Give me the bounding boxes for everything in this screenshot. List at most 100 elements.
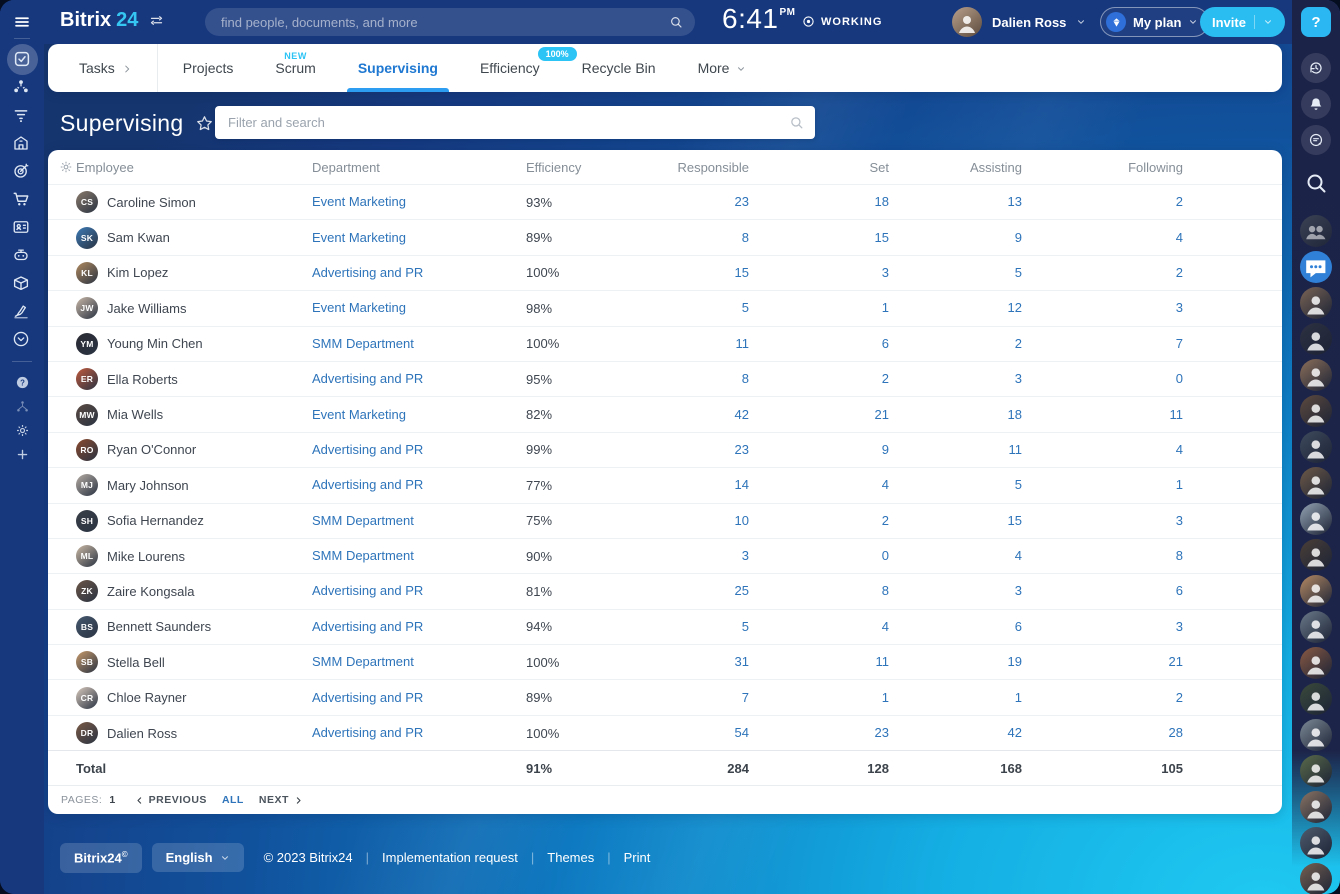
assisting-count-link[interactable]: 12 (1007, 300, 1022, 316)
set-count-link[interactable]: 4 (881, 618, 889, 634)
department-link[interactable]: Advertising and PR (312, 477, 424, 493)
all-pages-button[interactable]: ALL (221, 794, 244, 807)
user-avatar[interactable] (1300, 503, 1332, 535)
sidebar-item-collaboration[interactable] (7, 73, 35, 101)
user-avatar[interactable] (1300, 323, 1332, 355)
department-link[interactable]: Advertising and PR (312, 441, 424, 457)
department-link[interactable]: Advertising and PR (312, 725, 424, 741)
set-count-link[interactable]: 1 (881, 689, 889, 705)
set-count-link[interactable]: 0 (881, 548, 889, 564)
responsible-count-link[interactable]: 11 (735, 335, 750, 351)
responsible-count-link[interactable]: 7 (741, 689, 749, 705)
table-row[interactable]: SK Sam Kwan Event Marketing 89% 8 15 9 4 (48, 219, 1282, 254)
table-row[interactable]: JW Jake Williams Event Marketing 98% 5 1 12 3 (48, 290, 1282, 325)
menu-hamburger-icon[interactable] (13, 13, 31, 31)
department-link[interactable]: Event Marketing (312, 300, 406, 316)
following-count-link[interactable]: 4 (1175, 229, 1183, 245)
table-row[interactable]: RO Ryan O'Connor Advertising and PR 99% 23 9 1… (48, 431, 1282, 467)
header-department[interactable]: Department (312, 159, 380, 175)
user-avatar[interactable] (1300, 611, 1332, 643)
themes-link[interactable]: Themes (547, 850, 595, 866)
set-count-link[interactable]: 8 (881, 583, 889, 599)
assisting-count-link[interactable]: 6 (1014, 618, 1022, 634)
following-count-link[interactable]: 3 (1175, 300, 1183, 316)
user-avatar[interactable] (1300, 827, 1332, 859)
following-count-link[interactable]: 28 (1168, 725, 1183, 741)
set-count-link[interactable]: 15 (874, 229, 889, 245)
responsible-count-link[interactable]: 5 (741, 618, 749, 634)
assisting-count-link[interactable]: 5 (1014, 264, 1022, 280)
responsible-count-link[interactable]: 31 (734, 654, 749, 670)
user-avatar[interactable] (1300, 359, 1332, 391)
responsible-count-link[interactable]: 5 (741, 300, 749, 316)
following-count-link[interactable]: 2 (1175, 264, 1183, 280)
assisting-count-link[interactable]: 2 (1014, 335, 1022, 351)
header-following[interactable]: Following (1128, 159, 1183, 175)
sidebar-item-automation[interactable] (7, 241, 35, 269)
sidebar-item-crm[interactable] (7, 101, 35, 129)
assisting-count-link[interactable]: 19 (1007, 654, 1022, 670)
group-chat-avatar[interactable] (1300, 215, 1332, 247)
user-menu[interactable]: Dalien Ross (952, 7, 1086, 37)
current-page[interactable]: 1 (109, 794, 116, 807)
table-row[interactable]: KL Kim Lopez Advertising and PR 100% 15 3 5 2 (48, 254, 1282, 290)
set-count-link[interactable]: 21 (874, 406, 889, 422)
set-count-link[interactable]: 11 (875, 654, 890, 670)
sidebar-item-settings[interactable] (10, 418, 34, 442)
set-count-link[interactable]: 6 (881, 335, 889, 351)
table-row[interactable]: YM Young Min Chen SMM Department 100% 11 6 2 7 (48, 325, 1282, 361)
responsible-count-link[interactable]: 10 (734, 512, 749, 528)
sidebar-item-inventory[interactable] (7, 269, 35, 297)
sidebar-item-add[interactable] (10, 442, 34, 466)
table-row[interactable]: ER Ella Roberts Advertising and PR 95% 8 2 3 0 (48, 360, 1282, 396)
filter-search-input[interactable] (215, 106, 815, 139)
tab-tasks[interactable]: Tasks (58, 44, 153, 92)
following-count-link[interactable]: 3 (1175, 512, 1183, 528)
bitrix24-footer-button[interactable]: Bitrix24© (60, 843, 142, 873)
set-count-link[interactable]: 23 (874, 725, 889, 741)
table-row[interactable]: ML Mike Lourens SMM Department 90% 3 0 4 8 (48, 537, 1282, 573)
following-count-link[interactable]: 1 (1175, 477, 1183, 493)
assisting-count-link[interactable]: 42 (1007, 725, 1022, 741)
tab-more[interactable]: More (677, 44, 768, 92)
set-count-link[interactable]: 2 (881, 371, 889, 387)
user-avatar[interactable] (1300, 575, 1332, 607)
assisting-count-link[interactable]: 4 (1014, 548, 1022, 564)
table-row[interactable]: CS Caroline Simon Event Marketing 93% 23 18 13… (48, 184, 1282, 219)
department-link[interactable]: Advertising and PR (312, 264, 424, 280)
team-chat-avatar[interactable] (1300, 251, 1332, 283)
following-count-link[interactable]: 2 (1175, 194, 1183, 210)
responsible-count-link[interactable]: 3 (741, 548, 749, 564)
tab-scrum[interactable]: Scrum NEW (254, 44, 336, 92)
responsible-count-link[interactable]: 23 (734, 194, 749, 210)
user-avatar[interactable] (1300, 863, 1332, 894)
global-search-input[interactable] (205, 8, 695, 36)
assisting-count-link[interactable]: 9 (1014, 229, 1022, 245)
table-row[interactable]: ZK Zaire Kongsala Advertising and PR 81% 25 8… (48, 573, 1282, 608)
user-avatar[interactable] (1300, 719, 1332, 751)
previous-page-button[interactable]: PREVIOUS (135, 794, 207, 806)
department-link[interactable]: Advertising and PR (312, 618, 424, 634)
tab-supervising[interactable]: Supervising (337, 44, 459, 92)
sidebar-search-button[interactable] (1304, 171, 1328, 195)
user-avatar[interactable] (1300, 395, 1332, 427)
assisting-count-link[interactable]: 1 (1014, 689, 1022, 705)
responsible-count-link[interactable]: 25 (734, 583, 749, 599)
department-link[interactable]: SMM Department (312, 654, 414, 670)
assisting-count-link[interactable]: 11 (1008, 441, 1023, 457)
table-row[interactable]: MW Mia Wells Event Marketing 82% 42 21 18 11 (48, 396, 1282, 431)
user-avatar[interactable] (1300, 539, 1332, 571)
header-responsible[interactable]: Responsible (677, 159, 749, 175)
following-count-link[interactable]: 7 (1175, 335, 1183, 351)
user-avatar[interactable] (1300, 647, 1332, 679)
header-assisting[interactable]: Assisting (969, 159, 1022, 175)
user-avatar[interactable] (1300, 287, 1332, 319)
following-count-link[interactable]: 21 (1168, 654, 1183, 670)
my-plan-button[interactable]: My plan (1100, 7, 1210, 37)
assisting-count-link[interactable]: 18 (1007, 406, 1022, 422)
department-link[interactable]: Event Marketing (312, 229, 406, 245)
responsible-count-link[interactable]: 8 (741, 229, 749, 245)
user-avatar[interactable] (1300, 467, 1332, 499)
following-count-link[interactable]: 6 (1175, 583, 1183, 599)
assisting-count-link[interactable]: 13 (1007, 194, 1022, 210)
